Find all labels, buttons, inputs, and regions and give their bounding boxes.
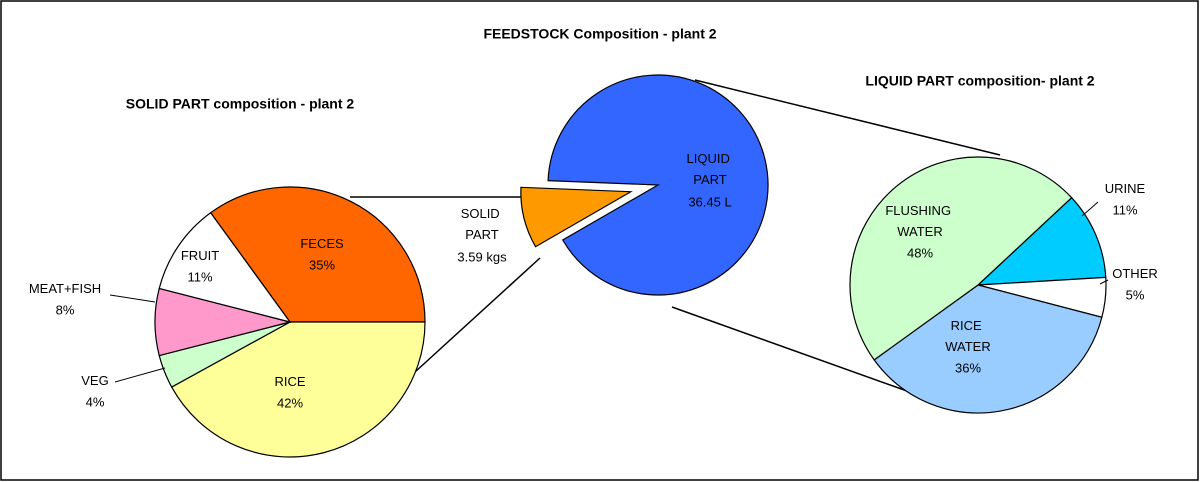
pie-slice: [873, 284, 1103, 414]
connector: [694, 79, 1001, 156]
pie-slice: [849, 156, 1073, 361]
value-label: 11%: [187, 269, 212, 284]
pie-slice: [520, 186, 633, 248]
slice-label: FRUIT: [181, 248, 219, 263]
leader-line: [109, 294, 156, 303]
value-label: 36%: [955, 360, 981, 375]
slice-label: OTHER: [1112, 266, 1158, 281]
slice-label: URINE: [1105, 181, 1146, 196]
value-label: 5%: [1126, 287, 1145, 302]
value-label: 3.59 kgs: [457, 249, 507, 264]
slice-label: RICE: [274, 374, 305, 389]
pie-slice: [547, 74, 769, 296]
leader-line: [114, 367, 166, 383]
value-label: 42%: [277, 395, 303, 410]
pie-title: LIQUID PART composition- plant 2: [865, 73, 1094, 89]
pie-title: SOLID PART composition - plant 2: [126, 96, 355, 112]
value-label: 35%: [309, 257, 335, 272]
pie-slice: [158, 211, 292, 323]
slice-label: SOLID PART: [461, 206, 504, 242]
connector: [414, 257, 541, 373]
value-label: 4%: [86, 394, 105, 409]
value-label: 11%: [1112, 202, 1137, 217]
slice-label: VEG: [81, 373, 108, 388]
pie-slice: [976, 196, 1107, 286]
value-label: 36.45 L: [688, 194, 731, 209]
slice-label: MEAT+FISH: [29, 281, 101, 296]
slice-label: LIQUID PART: [687, 151, 734, 187]
slice-label: FECES: [300, 236, 344, 251]
value-label: 8%: [56, 302, 75, 317]
leader-line: [1099, 279, 1109, 285]
pie-slice: [209, 186, 426, 323]
slice-label: RICE WATER: [945, 318, 991, 354]
chart-title: FEEDSTOCK Composition - plant 2: [483, 26, 716, 42]
slice-label: FLUSHING WATER: [885, 203, 954, 239]
pie-slice: [170, 321, 426, 458]
leader-line: [1081, 201, 1099, 217]
value-label: 48%: [907, 245, 933, 260]
